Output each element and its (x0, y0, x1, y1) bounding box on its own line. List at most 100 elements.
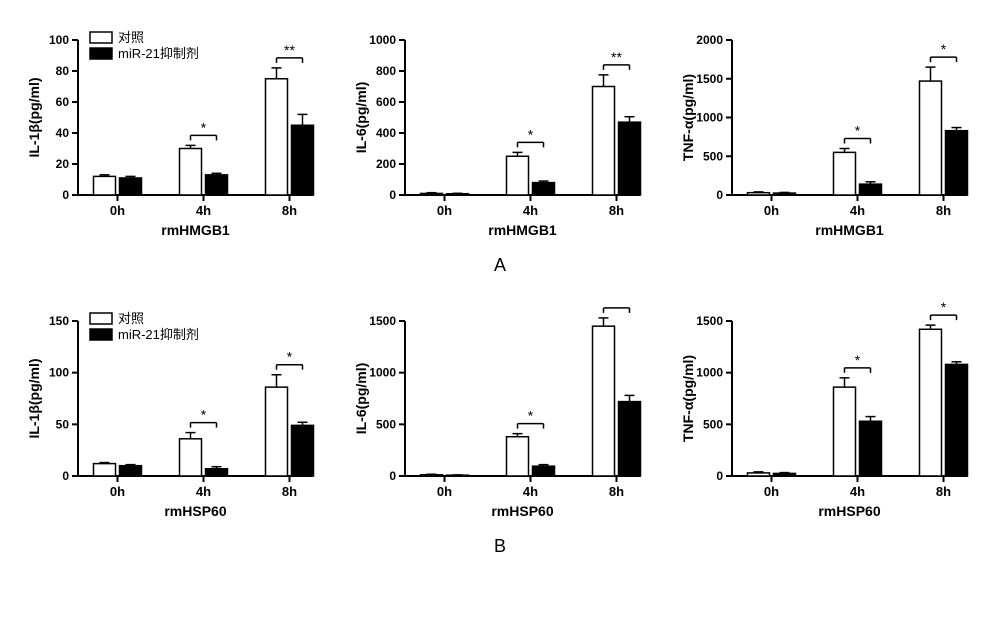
svg-text:*: * (614, 301, 620, 308)
chart-wrap: 020406080100IL-1β(pg/ml)0h4h*8h**rmHMGB1… (20, 20, 327, 240)
row-a: 020406080100IL-1β(pg/ml)0h4h*8h**rmHMGB1… (20, 20, 980, 240)
svg-text:miR-21抑制剂: miR-21抑制剂 (118, 327, 199, 342)
svg-text:IL-1β(pg/ml): IL-1β(pg/ml) (26, 358, 42, 438)
svg-text:4h: 4h (523, 484, 538, 499)
svg-text:rmHSP60: rmHSP60 (165, 503, 227, 519)
svg-text:40: 40 (56, 126, 70, 140)
bar-inhibitor (773, 193, 795, 195)
bar-inhibitor (533, 183, 555, 195)
bar-inhibitor (533, 466, 555, 476)
chart-wrap: 050010001500IL-6(pg/ml)0h4h*8h*rmHSP60 (347, 301, 654, 521)
bar-chart: 0 500 1000 1500 TNF-α(pg/ml) 0h 4h * 8h * rmHSP60 (677, 301, 977, 521)
svg-text:IL-1β(pg/ml): IL-1β(pg/ml) (26, 77, 42, 157)
bar-control (180, 439, 202, 476)
svg-text:4h: 4h (523, 203, 538, 218)
svg-text:2000: 2000 (696, 33, 723, 47)
bar-chart: 050100150IL-1β(pg/ml)0h4h*8h*rmHSP60对照mi… (23, 301, 323, 521)
svg-text:200: 200 (376, 157, 396, 171)
svg-text:1000: 1000 (369, 33, 396, 47)
svg-text:TNF-α(pg/ml): TNF-α(pg/ml) (680, 74, 696, 161)
svg-text:0: 0 (716, 469, 723, 483)
svg-text:0: 0 (63, 469, 70, 483)
row-a-label: A (20, 255, 980, 276)
figure: 020406080100IL-1β(pg/ml)0h4h*8h**rmHMGB1… (20, 20, 980, 572)
chart-wrap: 050100150IL-1β(pg/ml)0h4h*8h*rmHSP60对照mi… (20, 301, 327, 521)
bar-control (507, 437, 529, 476)
row-b: 050100150IL-1β(pg/ml)0h4h*8h*rmHSP60对照mi… (20, 301, 980, 521)
svg-text:1000: 1000 (369, 366, 396, 380)
chart-wrap: 02004006008001000IL-6(pg/ml)0h4h*8h**rmH… (347, 20, 654, 240)
bar-chart: 02004006008001000IL-6(pg/ml)0h4h*8h**rmH… (350, 20, 650, 240)
svg-text:*: * (201, 407, 207, 423)
bar-control (421, 193, 443, 195)
svg-text:TNF-α(pg/ml): TNF-α(pg/ml) (680, 355, 696, 442)
svg-text:8h: 8h (936, 484, 951, 499)
svg-text:100: 100 (49, 33, 69, 47)
svg-text:0h: 0h (764, 203, 779, 218)
bar-control (593, 326, 615, 476)
svg-text:**: ** (611, 49, 622, 65)
svg-text:*: * (854, 352, 860, 368)
bar-control (94, 176, 116, 195)
svg-text:0: 0 (63, 188, 70, 202)
bar-chart: 050010001500IL-6(pg/ml)0h4h*8h*rmHSP60 (350, 301, 650, 521)
bar-inhibitor (945, 364, 967, 476)
svg-text:0: 0 (716, 188, 723, 202)
svg-text:**: ** (284, 42, 295, 58)
bar-inhibitor (945, 131, 967, 195)
bar-inhibitor (859, 184, 881, 195)
bar-inhibitor (619, 402, 641, 476)
svg-text:rmHMGB1: rmHMGB1 (815, 222, 884, 238)
bar-control (180, 149, 202, 196)
svg-text:*: * (528, 126, 534, 142)
svg-text:8h: 8h (936, 203, 951, 218)
bar-inhibitor (292, 125, 314, 195)
bar-inhibitor (773, 473, 795, 476)
svg-text:500: 500 (376, 417, 396, 431)
svg-text:*: * (854, 123, 860, 139)
svg-text:50: 50 (56, 417, 70, 431)
bar-inhibitor (206, 469, 228, 476)
svg-text:对照: 对照 (118, 311, 144, 326)
chart-wrap: 0500100015002000TNF-α(pg/ml)0h4h*8h*rmHM… (673, 20, 980, 240)
svg-text:400: 400 (376, 126, 396, 140)
svg-text:*: * (528, 408, 534, 424)
bar-control (266, 79, 288, 195)
svg-text:4h: 4h (196, 203, 211, 218)
svg-text:1500: 1500 (696, 314, 723, 328)
svg-text:*: * (287, 349, 293, 365)
bar-control (747, 193, 769, 195)
svg-text:100: 100 (49, 366, 69, 380)
svg-text:500: 500 (703, 417, 723, 431)
bar-chart: 0500100015002000TNF-α(pg/ml)0h4h*8h*rmHM… (677, 20, 977, 240)
svg-text:0h: 0h (437, 203, 452, 218)
svg-text:60: 60 (56, 95, 70, 109)
svg-text:*: * (940, 301, 946, 315)
bar-control (507, 156, 529, 195)
bar-control (919, 81, 941, 195)
svg-text:rmHMGB1: rmHMGB1 (488, 222, 557, 238)
svg-text:1000: 1000 (696, 111, 723, 125)
bar-control (833, 387, 855, 476)
svg-text:0: 0 (389, 469, 396, 483)
svg-text:1000: 1000 (696, 366, 723, 380)
svg-text:800: 800 (376, 64, 396, 78)
svg-text:1500: 1500 (369, 314, 396, 328)
svg-text:0h: 0h (110, 203, 125, 218)
svg-text:IL-6(pg/ml): IL-6(pg/ml) (353, 363, 369, 435)
svg-text:1500: 1500 (696, 72, 723, 86)
svg-text:rmHSP60: rmHSP60 (818, 503, 880, 519)
bar-inhibitor (859, 421, 881, 476)
svg-text:8h: 8h (282, 203, 297, 218)
svg-text:0h: 0h (110, 484, 125, 499)
svg-text:IL-6(pg/ml): IL-6(pg/ml) (353, 82, 369, 154)
bar-inhibitor (292, 425, 314, 476)
bar-control (833, 152, 855, 195)
bar-inhibitor (619, 122, 641, 195)
svg-text:4h: 4h (850, 484, 865, 499)
bar-inhibitor (120, 466, 142, 476)
svg-text:0h: 0h (764, 484, 779, 499)
svg-text:0: 0 (389, 188, 396, 202)
bar-control (747, 473, 769, 476)
svg-text:8h: 8h (609, 484, 624, 499)
